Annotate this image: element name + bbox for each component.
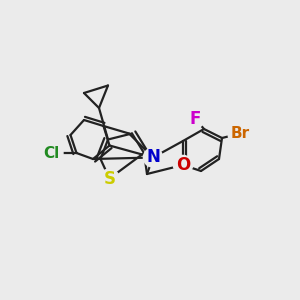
Circle shape (100, 169, 119, 188)
Circle shape (228, 122, 252, 146)
Text: O: O (176, 156, 190, 174)
Text: S: S (103, 169, 116, 188)
Text: Br: Br (230, 126, 250, 141)
Text: F: F (189, 110, 201, 128)
Text: N: N (146, 148, 160, 166)
Circle shape (173, 155, 193, 175)
Circle shape (39, 141, 63, 165)
Circle shape (143, 148, 163, 167)
Text: Cl: Cl (43, 146, 59, 160)
Circle shape (185, 109, 205, 128)
